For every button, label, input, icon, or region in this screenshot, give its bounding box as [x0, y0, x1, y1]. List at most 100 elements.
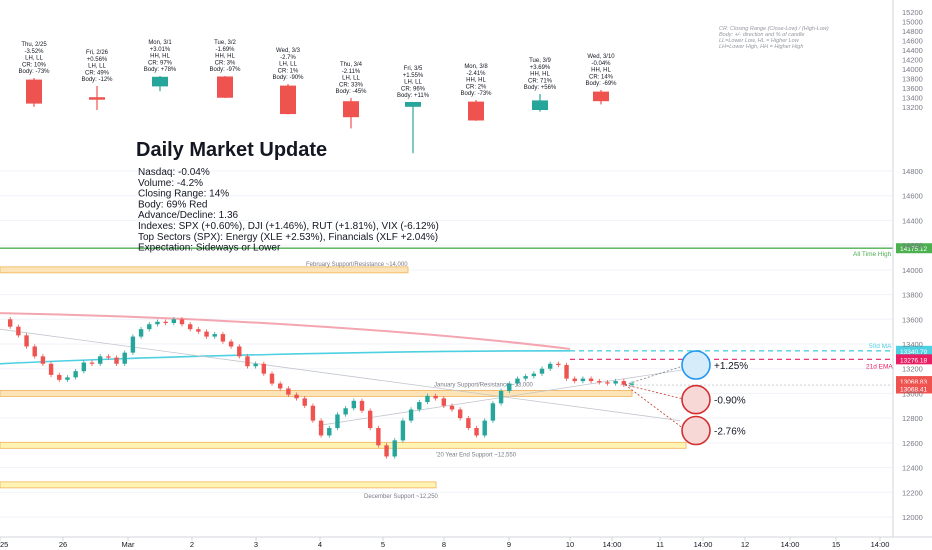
- time-tick-label: 4: [318, 540, 322, 549]
- price-candle: [147, 324, 152, 330]
- legend-note-line: LH=Lower High, HH = Higher High: [719, 44, 803, 50]
- price-candle: [97, 356, 103, 364]
- candle-annotation: HH, HL: [215, 54, 235, 60]
- candle-annotation: LH, LL: [88, 64, 106, 70]
- time-tick-label: Mar: [122, 540, 135, 549]
- candle-body: [152, 76, 168, 87]
- candle-annotation: Body: -45%: [335, 89, 367, 95]
- candle-annotation: CR: 14%: [589, 74, 614, 80]
- candle-annotation: CR: 3%: [215, 60, 236, 66]
- price-candle: [588, 378, 594, 382]
- price-tick-label: 14200: [902, 56, 923, 65]
- price-tick-label: 15000: [902, 18, 923, 27]
- price-candle: [253, 363, 258, 367]
- ema-21-label: 21d EMA: [866, 363, 893, 370]
- price-candle: [32, 346, 37, 357]
- legend-note-line: Body: +/- direction and % of candle: [719, 32, 804, 38]
- stat-line: Advance/Decline: 1.36: [138, 210, 239, 221]
- price-candle: [539, 368, 545, 374]
- price-candle: [564, 365, 569, 379]
- time-tick-label: 26: [59, 540, 67, 549]
- candle-annotation: +3.01%: [150, 47, 171, 53]
- candle-body: [593, 91, 609, 102]
- price-candle: [335, 414, 340, 429]
- price-candle: [531, 373, 537, 377]
- candle-body: [217, 76, 233, 98]
- price-candle: [580, 378, 586, 382]
- candle-annotation: Body: -12%: [81, 77, 113, 83]
- price-tick-label: 12600: [902, 439, 923, 448]
- candle-body: [89, 97, 105, 100]
- support-band: [0, 481, 437, 489]
- price-tick-label: 12000: [902, 513, 923, 522]
- candle-annotation: Thu, 2/25: [21, 42, 47, 48]
- price-candle: [400, 420, 406, 441]
- candle-annotation: LH, LL: [342, 76, 360, 82]
- time-tick-label: 11: [656, 540, 664, 549]
- candle-annotation: CR: 33%: [339, 82, 364, 88]
- legend-note-line: LL=Lower Low, HL = Higher Low: [719, 38, 800, 44]
- price-candle: [572, 378, 577, 382]
- price-tag-value: 13068.83: [900, 379, 927, 386]
- price-candle: [204, 331, 209, 337]
- price-tick-label: 15200: [902, 8, 923, 17]
- candle-annotation: CR: 71%: [528, 78, 553, 84]
- price-tick-label: 13000: [902, 389, 923, 398]
- projections: +1.25% -0.90% -2.76%: [624, 350, 748, 446]
- price-candle: [367, 410, 373, 429]
- price-candle: [245, 356, 250, 367]
- price-candle: [457, 409, 463, 419]
- price-candle: [16, 326, 21, 336]
- price-candle: [40, 356, 46, 364]
- price-candle: [237, 346, 242, 357]
- ema-21-value: 13276.18: [900, 357, 927, 364]
- candle-annotation: +0.56%: [87, 57, 108, 63]
- price-tick-label: 13800: [902, 75, 923, 84]
- support-levels: February Support/Resistance ~14,000 Janua…: [0, 262, 687, 500]
- price-tag-value: 13068.41: [900, 386, 927, 393]
- time-tick-label: 25: [0, 540, 8, 549]
- price-candle: [261, 363, 267, 374]
- price-candle: [466, 418, 471, 429]
- candle-annotation: Tue, 3/2: [214, 40, 236, 46]
- price-tick-label: 12800: [902, 414, 923, 423]
- price-candle: [613, 381, 618, 384]
- legend-note-line: CR: Closing Range (Close-Low) / (High-Lo…: [719, 26, 829, 32]
- price-tick-label: 14000: [902, 266, 923, 275]
- price-candle: [138, 329, 144, 337]
- time-tick-label: 10: [566, 540, 574, 549]
- candle-body: [405, 102, 421, 107]
- sma-50-value: 13340.79: [900, 349, 927, 356]
- stat-line: Closing Range: 14%: [138, 189, 229, 200]
- candle-annotation: HH, HL: [466, 78, 486, 84]
- price-candle: [474, 428, 479, 436]
- price-candle: [507, 383, 512, 391]
- candle-annotation: Body: -97%: [209, 67, 241, 73]
- price-candle: [449, 405, 455, 410]
- price-candle: [155, 321, 160, 325]
- stat-line: Indexes: SPX (+0.60%), DJI (+1.46%), RUT…: [138, 221, 439, 232]
- price-candle: [441, 398, 447, 406]
- price-candle: [171, 319, 177, 323]
- price-candle: [48, 363, 54, 375]
- time-tick-label: 14:00: [781, 540, 800, 549]
- candle-annotation: CR: 49%: [85, 70, 110, 76]
- price-candle: [187, 324, 193, 330]
- price-tick-label: 14200: [902, 241, 923, 250]
- candle-annotation: CR: 1%: [278, 68, 299, 74]
- time-tick-label: 15: [832, 540, 840, 549]
- price-candle: [318, 420, 324, 436]
- projection-target: [681, 415, 711, 446]
- price-candle: [417, 402, 422, 410]
- stat-line: Volume: -4.2%: [138, 178, 203, 189]
- price-candle: [490, 403, 496, 421]
- candle-annotation: LH, LL: [25, 56, 43, 62]
- price-candle: [7, 319, 13, 327]
- support-label: February Support/Resistance ~14,000: [306, 262, 408, 268]
